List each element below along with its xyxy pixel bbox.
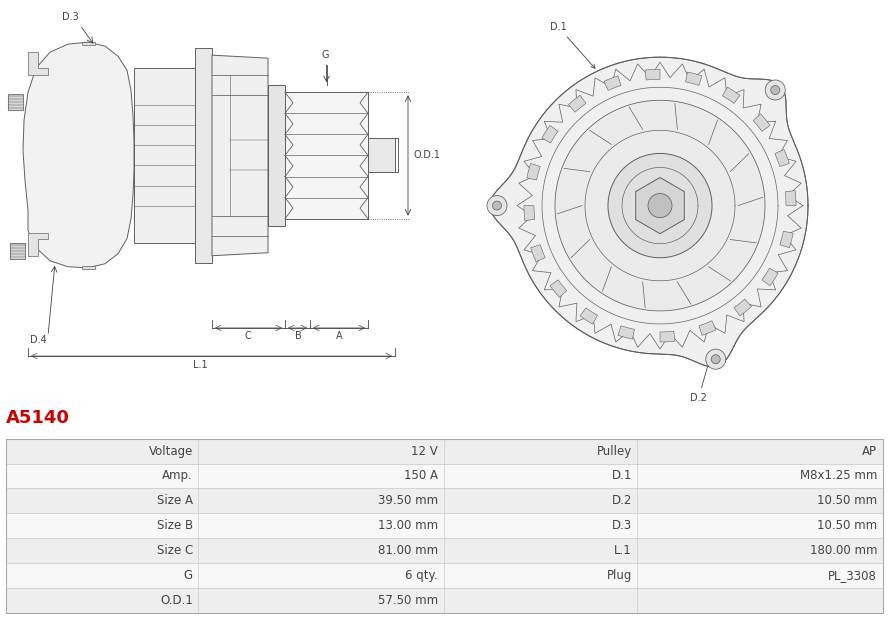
Polygon shape bbox=[195, 48, 212, 263]
Polygon shape bbox=[608, 153, 712, 258]
Text: D.2: D.2 bbox=[690, 348, 714, 403]
Bar bbox=[6, 464, 883, 488]
Polygon shape bbox=[28, 52, 48, 75]
Text: G: G bbox=[322, 50, 329, 60]
Polygon shape bbox=[734, 299, 751, 316]
Circle shape bbox=[493, 201, 501, 210]
Text: 81.00 mm: 81.00 mm bbox=[378, 545, 438, 557]
Text: D.3: D.3 bbox=[62, 12, 79, 22]
Bar bbox=[6, 439, 883, 613]
Text: AP: AP bbox=[862, 445, 877, 457]
Text: 39.50 mm: 39.50 mm bbox=[378, 495, 438, 507]
Polygon shape bbox=[82, 266, 95, 269]
Bar bbox=[6, 439, 883, 464]
Text: 150 A: 150 A bbox=[404, 470, 438, 482]
Polygon shape bbox=[685, 72, 702, 85]
Text: Plug: Plug bbox=[606, 569, 632, 582]
Text: Amp.: Amp. bbox=[163, 470, 193, 482]
Bar bbox=[285, 92, 368, 219]
Text: 10.50 mm: 10.50 mm bbox=[817, 520, 877, 532]
Polygon shape bbox=[531, 245, 545, 262]
Text: L.1: L.1 bbox=[614, 545, 632, 557]
Polygon shape bbox=[268, 85, 285, 226]
Polygon shape bbox=[28, 232, 48, 255]
Polygon shape bbox=[10, 243, 25, 259]
Text: M8x1.25 mm: M8x1.25 mm bbox=[799, 470, 877, 482]
Polygon shape bbox=[368, 138, 395, 173]
Text: C: C bbox=[244, 331, 252, 341]
Polygon shape bbox=[762, 268, 778, 286]
Polygon shape bbox=[212, 55, 268, 255]
Polygon shape bbox=[775, 150, 789, 166]
Polygon shape bbox=[618, 326, 635, 339]
Text: B: B bbox=[294, 331, 301, 341]
Polygon shape bbox=[568, 95, 586, 112]
Circle shape bbox=[706, 349, 725, 369]
Polygon shape bbox=[785, 191, 796, 206]
Circle shape bbox=[771, 85, 780, 95]
Polygon shape bbox=[699, 321, 716, 335]
Polygon shape bbox=[580, 308, 597, 324]
Polygon shape bbox=[82, 42, 95, 45]
Bar bbox=[6, 538, 883, 563]
Circle shape bbox=[487, 196, 507, 216]
Polygon shape bbox=[23, 42, 134, 268]
Bar bbox=[6, 563, 883, 588]
Text: G: G bbox=[184, 569, 193, 582]
Text: O.D.1: O.D.1 bbox=[160, 594, 193, 607]
Circle shape bbox=[765, 80, 785, 100]
Polygon shape bbox=[723, 87, 740, 103]
Polygon shape bbox=[780, 231, 793, 248]
Text: L.1: L.1 bbox=[193, 360, 207, 370]
Text: D.2: D.2 bbox=[612, 495, 632, 507]
Text: D.4: D.4 bbox=[30, 335, 47, 345]
Text: A5140: A5140 bbox=[6, 409, 70, 427]
Polygon shape bbox=[636, 178, 685, 234]
Text: Size B: Size B bbox=[156, 520, 193, 532]
Polygon shape bbox=[550, 280, 567, 297]
Text: 6 qty.: 6 qty. bbox=[405, 569, 438, 582]
Polygon shape bbox=[527, 163, 541, 180]
Polygon shape bbox=[604, 76, 621, 90]
Text: 12 V: 12 V bbox=[412, 445, 438, 457]
Text: 57.50 mm: 57.50 mm bbox=[378, 594, 438, 607]
Text: A: A bbox=[336, 331, 342, 341]
Text: PL_3308: PL_3308 bbox=[829, 569, 877, 582]
Bar bbox=[6, 488, 883, 513]
Polygon shape bbox=[645, 69, 660, 80]
Polygon shape bbox=[8, 94, 23, 110]
Circle shape bbox=[711, 354, 720, 364]
Polygon shape bbox=[555, 100, 765, 311]
Polygon shape bbox=[134, 68, 195, 243]
Text: Size A: Size A bbox=[157, 495, 193, 507]
Text: 180.00 mm: 180.00 mm bbox=[810, 545, 877, 557]
Text: D.1: D.1 bbox=[612, 470, 632, 482]
Polygon shape bbox=[490, 57, 808, 367]
Polygon shape bbox=[660, 331, 675, 342]
Text: O.D.1: O.D.1 bbox=[413, 150, 440, 161]
Polygon shape bbox=[542, 125, 558, 143]
Bar bbox=[6, 513, 883, 538]
Text: 13.00 mm: 13.00 mm bbox=[378, 520, 438, 532]
Text: Size C: Size C bbox=[156, 545, 193, 557]
Text: D.1: D.1 bbox=[550, 22, 595, 69]
Text: 10.50 mm: 10.50 mm bbox=[817, 495, 877, 507]
Circle shape bbox=[648, 194, 672, 217]
Text: Voltage: Voltage bbox=[148, 445, 193, 457]
Polygon shape bbox=[753, 114, 770, 131]
Bar bbox=[6, 588, 883, 613]
Text: D.3: D.3 bbox=[612, 520, 632, 532]
Polygon shape bbox=[524, 206, 535, 221]
Text: Pulley: Pulley bbox=[597, 445, 632, 457]
